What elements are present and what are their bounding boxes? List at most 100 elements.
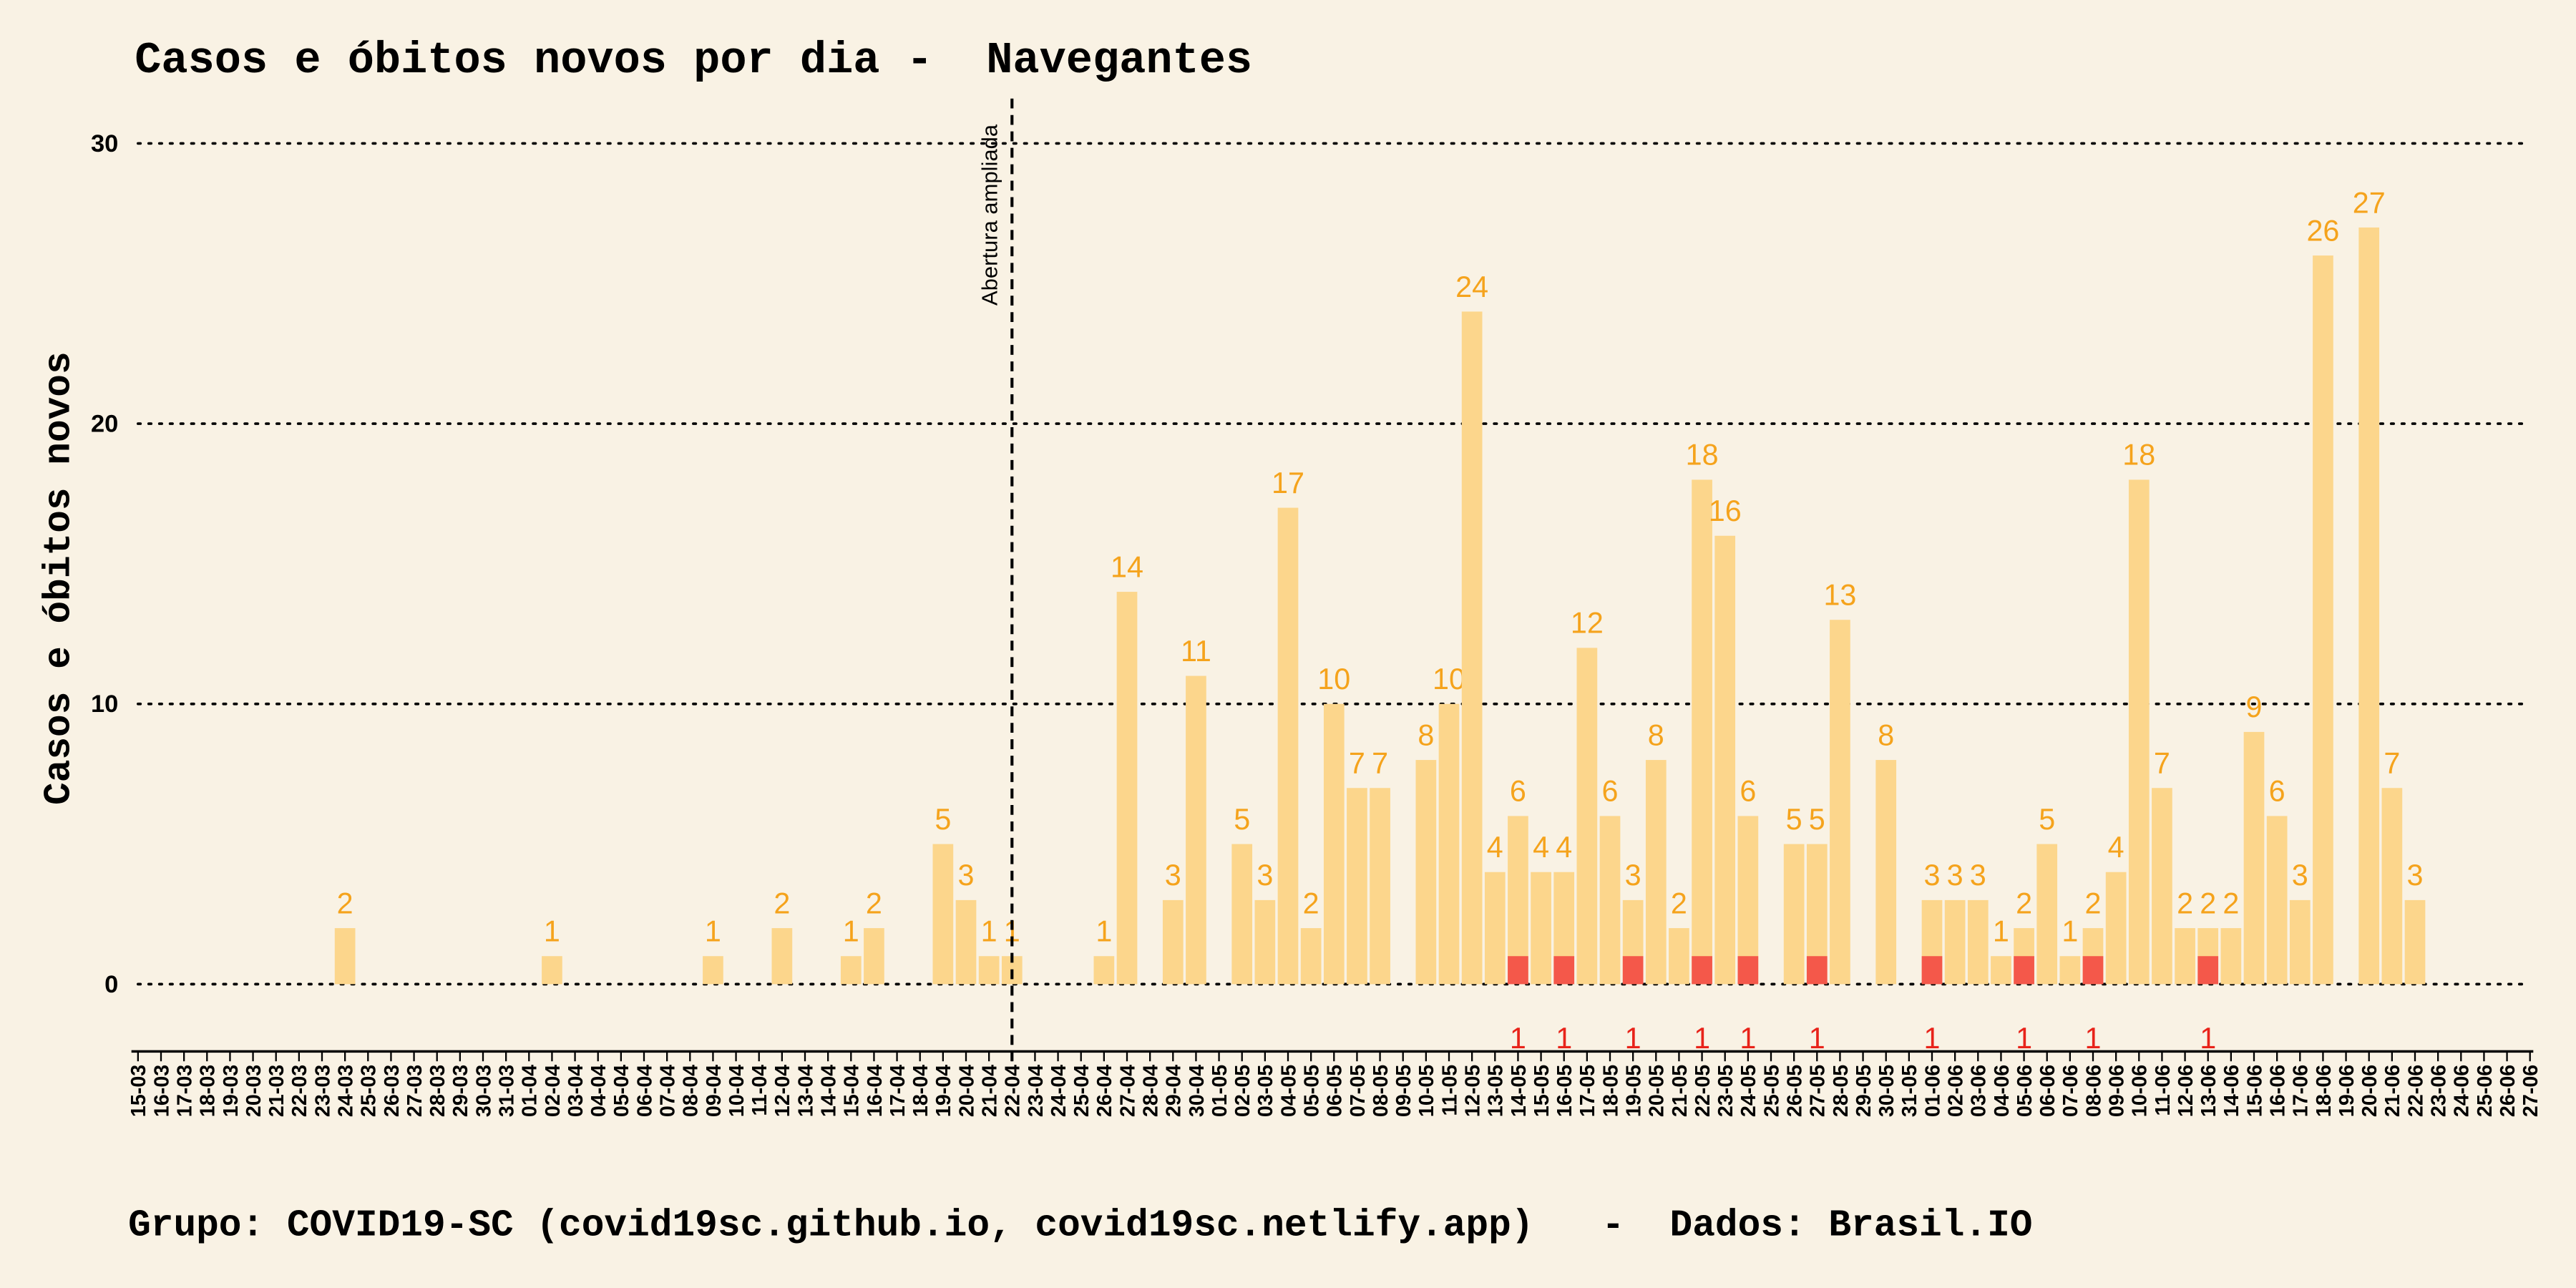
x-tick-label: 16-06 (2266, 1065, 2289, 1117)
case-bar (1599, 816, 1621, 985)
death-value-label: 1 (1625, 1022, 1641, 1055)
x-tick-label: 09-05 (1392, 1065, 1415, 1117)
case-value-label: 8 (1648, 718, 1664, 751)
x-tick-label: 27-06 (2519, 1065, 2542, 1117)
case-value-label: 27 (2353, 186, 2386, 219)
x-tick-label: 20-04 (955, 1065, 978, 1117)
case-value-label: 1 (843, 915, 859, 948)
x-tick-label: 21-03 (265, 1065, 288, 1117)
case-bar (2266, 816, 2288, 985)
case-bar (1967, 899, 1989, 985)
case-bar (1277, 507, 1299, 985)
x-tick-label: 22-06 (2404, 1065, 2427, 1117)
case-value-label: 1 (1096, 915, 1112, 948)
case-bar (771, 928, 793, 985)
x-tick-label: 03-05 (1254, 1065, 1277, 1117)
death-bar (2014, 956, 2034, 985)
x-tick-label: 21-06 (2381, 1065, 2404, 1117)
case-bar (2036, 844, 2058, 985)
death-value-label: 1 (1510, 1022, 1526, 1055)
case-value-label: 5 (935, 803, 951, 836)
x-tick-label: 12-06 (2175, 1065, 2197, 1117)
case-value-label: 18 (1686, 439, 1719, 472)
case-bar (1186, 675, 1206, 985)
x-tick-label: 20-05 (1646, 1065, 1669, 1117)
x-tick-label: 26-05 (1783, 1065, 1806, 1117)
x-tick-label: 08-06 (2082, 1065, 2105, 1117)
case-bar (1783, 844, 1805, 985)
x-tick-label: 06-04 (633, 1065, 656, 1117)
case-value-label: 4 (1487, 831, 1503, 864)
case-value-label: 7 (1349, 747, 1365, 780)
x-tick-label: 11-05 (1438, 1065, 1461, 1116)
case-bar (1714, 535, 1736, 985)
case-bar (1531, 872, 1551, 985)
case-bar (2105, 872, 2127, 985)
case-bar (1323, 703, 1345, 985)
x-tick-label: 08-05 (1370, 1065, 1392, 1117)
case-value-label: 8 (1878, 718, 1894, 751)
x-tick-label: 25-06 (2474, 1065, 2497, 1117)
x-tick-label: 31-05 (1898, 1065, 1921, 1117)
x-tick-label: 18-03 (197, 1065, 220, 1117)
x-tick-label: 25-03 (358, 1065, 381, 1117)
case-bar (2128, 479, 2150, 985)
case-value-label: 5 (1786, 803, 1802, 836)
x-tick-label: 10-06 (2129, 1065, 2152, 1117)
case-value-label: 2 (1303, 887, 1319, 919)
case-value-label: 2 (1671, 887, 1687, 919)
annotation-group: Abertura ampliada (977, 124, 1002, 306)
case-value-label: 1 (981, 915, 997, 948)
x-tick-label: 20-06 (2358, 1065, 2381, 1117)
case-bar (542, 956, 562, 985)
case-value-label: 5 (2039, 803, 2055, 836)
case-value-label: 7 (2384, 747, 2400, 780)
footer: Grupo: COVID19-SC (covid19sc.github.io, … (128, 1204, 2032, 1247)
case-bar (1991, 956, 2011, 985)
case-value-label: 10 (1317, 663, 1350, 696)
case-bar (1231, 844, 1253, 985)
case-value-label: 3 (1165, 859, 1181, 892)
y-tick-label: 0 (104, 971, 118, 998)
x-tick-label: 02-06 (1944, 1065, 1967, 1117)
x-tick-label: 17-04 (887, 1065, 909, 1117)
x-tick-label: 09-04 (703, 1065, 726, 1117)
x-tick-label: 19-06 (2336, 1065, 2358, 1117)
x-tick-label: 21-04 (978, 1065, 1001, 1117)
x-tick-label: 11-06 (2152, 1065, 2175, 1116)
death-value-label: 1 (2200, 1022, 2216, 1055)
death-value-label: 1 (1809, 1022, 1825, 1055)
case-value-label: 2 (774, 887, 790, 919)
y-axis-label: Casos e óbitos novos (37, 351, 80, 805)
x-tick-label: 26-06 (2497, 1065, 2519, 1117)
case-bar (1438, 703, 1460, 985)
x-tick-label: 19-05 (1622, 1065, 1645, 1117)
x-tick-label: 28-04 (1139, 1065, 1162, 1117)
x-tick-label: 12-04 (771, 1065, 794, 1117)
x-tick-label: 15-05 (1531, 1065, 1553, 1117)
case-value-label: 12 (1571, 607, 1604, 640)
y-tick-label: 30 (91, 130, 118, 157)
death-bar (2082, 956, 2104, 985)
case-bar (703, 956, 723, 985)
case-bar (1645, 760, 1667, 985)
case-value-label: 10 (1433, 663, 1465, 696)
x-tick-label: 23-03 (311, 1065, 334, 1117)
case-bar (1944, 899, 1966, 985)
case-bar (1347, 788, 1367, 985)
case-value-label: 3 (1924, 859, 1941, 892)
case-bar (2289, 899, 2311, 985)
x-tick-label: 13-04 (794, 1065, 817, 1117)
case-bar (2404, 899, 2426, 985)
death-value-label: 1 (1924, 1022, 1941, 1055)
case-value-label: 3 (2292, 859, 2308, 892)
death-bar (1553, 956, 1575, 985)
case-bar (840, 956, 862, 985)
case-bar (978, 956, 1000, 985)
case-bar (1162, 899, 1184, 985)
case-bar (1461, 311, 1483, 985)
x-tick-label: 19-04 (932, 1065, 955, 1117)
x-tick-label: 03-04 (565, 1065, 587, 1117)
x-tick-label: 09-06 (2105, 1065, 2128, 1117)
case-value-label: 3 (1257, 859, 1273, 892)
